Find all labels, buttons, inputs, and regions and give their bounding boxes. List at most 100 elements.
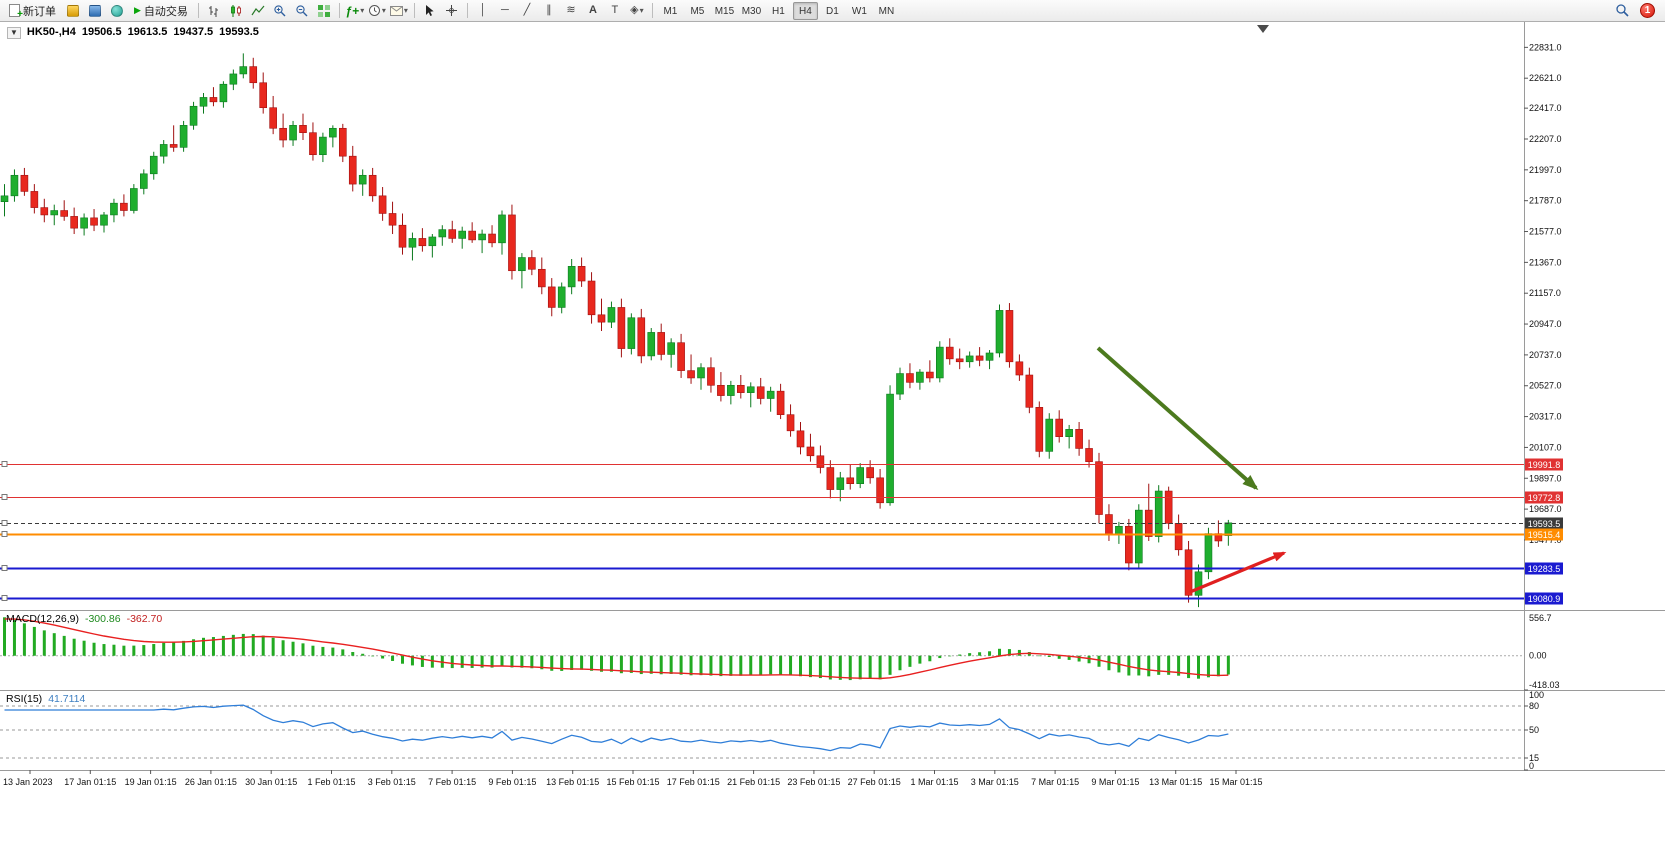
candle-body [418,238,427,247]
timeframe-w1[interactable]: W1 [851,5,867,17]
candle-body [955,358,964,363]
macd-histogram-bar [480,655,484,668]
price-tick-label: 20947.0 [1529,319,1562,329]
candle-body [319,136,327,156]
hline-anchor[interactable] [1,520,8,526]
text-tool-icon[interactable]: A [588,4,597,16]
candle-body [916,371,924,383]
macd-histogram-bar [241,633,245,656]
macd-histogram-bar [938,655,942,659]
candlestick-chart-type-icon[interactable] [226,1,246,20]
macd-histogram-bar [500,655,504,667]
templates-icon[interactable]: ▾ [389,1,409,20]
macd-histogram-bar [102,644,106,656]
macd-histogram-bar [1057,655,1061,659]
candle-body [1184,549,1193,596]
hline-anchor[interactable] [1,595,8,601]
hline-anchor[interactable] [1,494,8,500]
macd-histogram-bar [291,641,295,656]
bar-chart-type-icon[interactable] [204,1,224,20]
price-tick-label: 21577.0 [1529,227,1562,237]
timeframe-mn[interactable]: MN [878,5,895,17]
timeframe-m1[interactable]: M1 [663,5,678,17]
candle-body [1025,374,1034,408]
chart-shift-marker[interactable] [1257,25,1269,33]
search-icon[interactable] [1612,1,1632,20]
line-chart-type-icon[interactable] [248,1,268,20]
macd-histogram-bar [1107,655,1111,671]
macd-histogram-bar [311,645,315,656]
tile-windows-icon[interactable] [314,1,334,20]
macd-histogram-bar [709,655,713,676]
zoom-in-icon[interactable] [270,1,290,20]
candle-body [876,477,884,504]
macd-histogram-bar [968,653,972,656]
hline-anchor[interactable] [1,461,8,467]
hline-anchor[interactable] [1,531,8,537]
timeframe-d1[interactable]: D1 [826,5,839,17]
time-label: 7 Feb 01:15 [428,777,476,787]
candle-body [1065,429,1073,437]
macd-histogram-bar [1177,655,1181,676]
vertical-line-tool-icon[interactable]: │ [479,4,487,16]
macd-histogram-bar [112,644,116,656]
candle-body [1045,418,1054,452]
timeframe-m30[interactable]: M30 [741,5,762,17]
price-tick-label: 19897.0 [1529,473,1562,483]
candle-body [398,224,407,248]
timeframe-h1[interactable]: H1 [772,5,785,17]
navigator-icon[interactable] [107,1,127,20]
macd-histogram-bar [1157,655,1161,675]
trendline-tool-icon[interactable]: ╱ [523,4,531,16]
crosshair-tool-icon[interactable] [442,1,462,20]
reversal-arrow[interactable] [1189,551,1287,594]
horizontal-line-tool-icon[interactable]: ─ [501,4,509,16]
candle-body [717,384,725,396]
time-label: 19 Jan 01:15 [125,777,177,787]
timeframe-h4[interactable]: H4 [792,1,818,20]
downtrend-arrow[interactable] [1096,346,1259,491]
cursor-tool-icon[interactable] [420,1,440,20]
fibonacci-tool-icon[interactable]: ≋ [566,4,576,16]
channel-tool-icon[interactable]: ∥ [546,4,552,16]
candle-body [249,66,258,84]
macd-histogram-bar [769,655,773,675]
chart-collapse-icon[interactable]: ▼ [7,27,21,39]
candle-body [1204,533,1213,573]
price-level-badge-text: 19283.5 [1528,564,1561,574]
shapes-tool-icon[interactable]: ◈ ▾ [630,4,644,16]
macd-histogram-bar [818,655,822,679]
notification-badge[interactable]: 1 [1640,3,1655,18]
timeframe-m5[interactable]: M5 [690,5,705,17]
add-indicator-icon[interactable]: ƒ+ ▾ [345,3,365,18]
candle-body [1095,461,1103,515]
macd-histogram-bar [211,637,215,656]
macd-histogram-bar [152,644,156,656]
profiles-icon[interactable] [63,1,83,20]
candle-body [209,97,218,103]
macd-histogram-bar [1067,655,1071,660]
market-watch-icon[interactable] [85,1,105,20]
hline-anchor[interactable] [1,565,8,571]
timeframe-m15[interactable]: M15 [714,5,735,17]
price-chart[interactable]: 22831.0 22621.0 22417.0 22207.0 21997.0 21787… [0,22,1665,840]
candle-body [140,173,148,189]
candle-body [537,268,546,288]
candle-body [368,174,377,197]
autotrade-play-icon: ▶ [134,5,141,15]
macd-histogram-bar [639,655,643,675]
new-order-button[interactable]: 新订单 [4,1,61,20]
label-tool-icon[interactable]: T [611,4,619,16]
macd-histogram-bar [759,655,763,675]
autotrade-button[interactable]: ▶ 自动交易 [129,1,193,20]
periods-icon[interactable]: ▾ [367,1,387,20]
macd-histogram-bar [460,655,464,668]
candle-body [906,373,914,383]
macd-histogram-bar [341,649,345,656]
time-label: 3 Feb 01:15 [368,777,416,787]
macd-histogram-bar [92,642,96,656]
time-label: 27 Feb 01:15 [848,777,901,787]
candle-body [338,127,347,157]
zoom-out-icon[interactable] [292,1,312,20]
candle-body [826,467,835,490]
